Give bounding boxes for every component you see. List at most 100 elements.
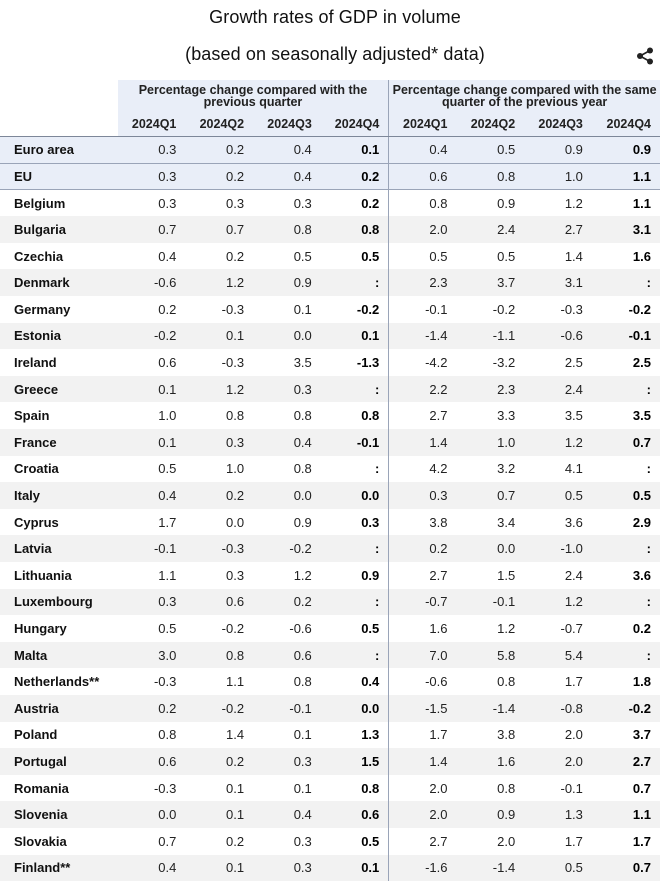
- qoq-value-cell: 0.3: [253, 854, 321, 881]
- qoq-value-cell: -0.2: [185, 615, 254, 642]
- qoq-value-cell: 1.0: [185, 455, 254, 483]
- qoq-value-cell: :: [320, 588, 390, 616]
- table-row: Slovenia 0.0 0.1 0.4 0.6 2.0 0.9 1.3 1.1: [0, 801, 660, 828]
- country-name: EU: [0, 163, 118, 191]
- qoq-value-cell: -0.2: [117, 322, 186, 350]
- table-row: Latvia -0.1 -0.3 -0.2:0.2 0.0 -1.0:: [0, 535, 660, 562]
- qoq-value-cell: 0.2: [117, 296, 186, 323]
- yoy-value-cell: 2.0: [388, 216, 457, 243]
- yoy-value-cell: 2.5: [524, 349, 592, 376]
- qoq-value-cell: 0.3: [185, 562, 254, 589]
- qoq-value-cell: 0.8: [320, 402, 390, 430]
- qoq-value-cell: 0.0: [320, 482, 390, 509]
- yoy-value-cell: -1.4: [456, 854, 525, 881]
- yoy-value-cell: -0.6: [524, 322, 592, 350]
- qoq-value-cell: -0.2: [185, 694, 254, 722]
- qoq-value-cell: -1.3: [320, 349, 390, 376]
- column-header: 2024Q2: [185, 112, 254, 137]
- qoq-value-cell: 3.5: [253, 349, 321, 376]
- yoy-value-cell: :: [591, 455, 660, 483]
- yoy-value-cell: -4.2: [388, 349, 457, 376]
- qoq-value-cell: 0.8: [117, 721, 186, 749]
- qoq-value-cell: 0.8: [253, 668, 321, 695]
- qoq-value-cell: 0.5: [117, 615, 186, 642]
- yoy-value-cell: -0.8: [524, 694, 592, 722]
- qoq-value-cell: 0.4: [253, 429, 321, 456]
- yoy-value-cell: 0.7: [591, 429, 660, 456]
- yoy-value-cell: 5.8: [456, 641, 525, 669]
- yoy-value-cell: 3.6: [591, 562, 660, 589]
- qoq-value-cell: 0.3: [253, 827, 321, 855]
- country-name: Greece: [0, 375, 118, 403]
- qoq-value-cell: 0.3: [320, 508, 390, 536]
- qoq-value-cell: 0.8: [253, 455, 321, 483]
- qoq-value-cell: 0.4: [117, 242, 186, 270]
- yoy-value-cell: 1.6: [456, 748, 525, 775]
- yoy-value-cell: 0.0: [456, 535, 525, 562]
- yoy-value-cell: 2.5: [591, 349, 660, 376]
- country-name: Belgium: [0, 189, 118, 217]
- qoq-value-cell: 0.2: [320, 189, 390, 217]
- yoy-value-cell: -0.7: [524, 615, 592, 642]
- column-header: 2024Q4: [320, 112, 390, 137]
- yoy-value-cell: 0.5: [456, 242, 525, 270]
- yoy-value-cell: 3.1: [591, 216, 660, 243]
- country-name: Finland**: [0, 854, 118, 881]
- qoq-value-cell: 0.2: [185, 163, 254, 191]
- qoq-value-cell: 0.2: [185, 482, 254, 509]
- qoq-value-cell: 0.3: [253, 375, 321, 403]
- yoy-value-cell: 1.2: [524, 588, 592, 616]
- qoq-value-cell: 0.1: [253, 721, 321, 749]
- group-header-qoq: Percentage change compared with the prev…: [117, 80, 390, 112]
- share-icon[interactable]: [635, 46, 655, 66]
- qoq-value-cell: 0.3: [117, 588, 186, 616]
- country-name: Poland: [0, 721, 118, 749]
- yoy-value-cell: :: [591, 641, 660, 669]
- qoq-value-cell: 0.8: [320, 216, 390, 243]
- yoy-value-cell: 0.7: [591, 854, 660, 881]
- qoq-value-cell: 0.4: [253, 163, 321, 191]
- yoy-value-cell: 0.8: [456, 163, 525, 191]
- qoq-value-cell: 0.4: [253, 801, 321, 828]
- yoy-value-cell: -0.6: [388, 668, 457, 695]
- yoy-value-cell: 1.4: [388, 429, 457, 456]
- qoq-value-cell: 0.1: [320, 854, 390, 881]
- qoq-value-cell: 0.2: [253, 588, 321, 616]
- country-name: Luxembourg: [0, 588, 118, 616]
- yoy-value-cell: 2.0: [388, 801, 457, 828]
- yoy-value-cell: -0.7: [388, 588, 457, 616]
- yoy-value-cell: 1.4: [388, 748, 457, 775]
- qoq-value-cell: 0.3: [253, 189, 321, 217]
- qoq-value-cell: 0.4: [117, 482, 186, 509]
- yoy-value-cell: 0.2: [591, 615, 660, 642]
- qoq-value-cell: :: [320, 535, 390, 562]
- qoq-value-cell: 0.6: [253, 641, 321, 669]
- table-row: Cyprus 1.7 0.0 0.9 0.3 3.8 3.4 3.6 2.9: [0, 508, 660, 536]
- qoq-value-cell: 0.6: [185, 588, 254, 616]
- qoq-value-cell: 1.5: [320, 748, 390, 775]
- table-row: Hungary 0.5 -0.2 -0.6 0.5 1.6 1.2 -0.7 0.2: [0, 615, 660, 642]
- yoy-value-cell: :: [591, 588, 660, 616]
- yoy-value-cell: 2.9: [591, 508, 660, 536]
- table-row: Czechia 0.4 0.2 0.5 0.5 0.5 0.5 1.4 1.6: [0, 242, 660, 270]
- qoq-value-cell: 0.3: [185, 189, 254, 217]
- table-row: Euro area 0.3 0.2 0.4 0.1 0.4 0.5 0.9 0.9: [0, 136, 660, 164]
- yoy-value-cell: -1.4: [456, 694, 525, 722]
- yoy-value-cell: 2.7: [388, 402, 457, 430]
- qoq-value-cell: 0.0: [185, 508, 254, 536]
- yoy-value-cell: 1.1: [591, 189, 660, 217]
- page-title: Growth rates of GDP in volume: [209, 7, 461, 27]
- yoy-value-cell: :: [591, 269, 660, 297]
- qoq-value-cell: 0.9: [253, 269, 321, 297]
- yoy-value-cell: -0.2: [591, 296, 660, 323]
- table-row: Malta 3.0 0.8 0.6:7.0 5.8 5.4:: [0, 641, 660, 669]
- qoq-value-cell: 0.5: [320, 242, 390, 270]
- yoy-value-cell: 0.5: [456, 136, 525, 164]
- yoy-value-cell: 0.7: [591, 774, 660, 802]
- country-name: Croatia: [0, 455, 118, 483]
- qoq-value-cell: 0.1: [185, 774, 254, 802]
- qoq-value-cell: 0.1: [117, 375, 186, 403]
- qoq-value-cell: 0.8: [320, 774, 390, 802]
- qoq-value-cell: 0.4: [117, 854, 186, 881]
- yoy-value-cell: 1.2: [524, 429, 592, 456]
